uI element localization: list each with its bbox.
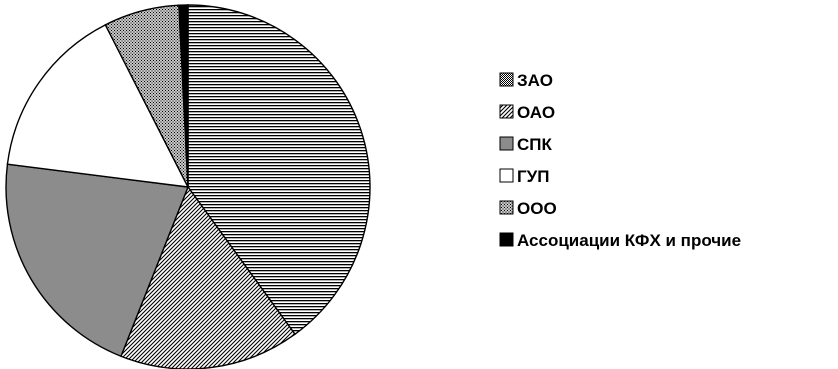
pie-slice-1 (187, 4, 371, 336)
legend-item: ГУП (499, 167, 549, 186)
legend-item: ОАО (499, 103, 555, 122)
legend-label: ГУП (517, 167, 549, 186)
legend-label: СПК (517, 135, 552, 154)
legend-swatch (499, 72, 514, 87)
legend-item: ООО (499, 199, 557, 218)
legend-label: ОАО (517, 103, 555, 122)
legend-item: СПК (499, 135, 552, 154)
legend-swatch (499, 136, 514, 151)
legend-label: Ассоциации КФХ и прочие (517, 231, 741, 250)
legend-swatch (499, 200, 514, 215)
legend: ЗАО ОАО СПК ГУП ООО Ассоциации КФХ и прочие (499, 71, 741, 250)
pie-slice-4 (6, 23, 190, 188)
pie-slice-3 (5, 163, 189, 358)
legend-swatch (499, 168, 514, 183)
pie-slice-2 (120, 185, 296, 369)
legend-label: ЗАО (517, 71, 553, 90)
legend-item: Ассоциации КФХ и прочие (499, 231, 741, 250)
legend-label: ООО (517, 199, 557, 218)
pie-slice-6 (178, 4, 189, 188)
pie-slices (5, 4, 371, 369)
legend-item: ЗАО (499, 71, 553, 90)
legend-swatch (499, 104, 514, 119)
legend-swatch (499, 232, 514, 247)
